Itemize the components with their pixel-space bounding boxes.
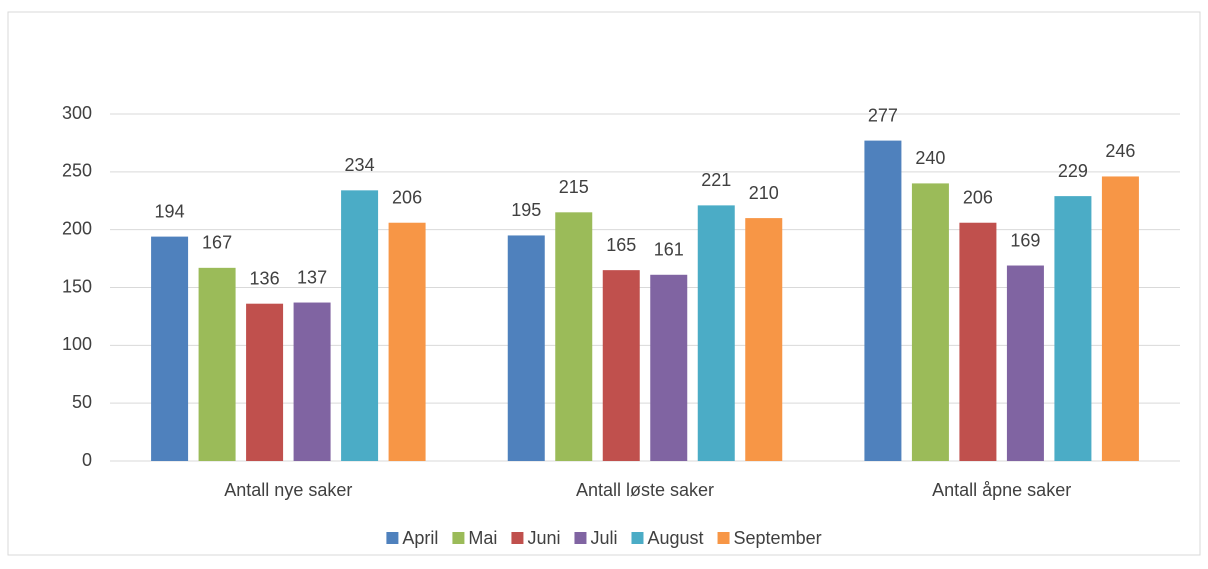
data-label: 194 [155,201,185,221]
data-label: 161 [654,240,684,260]
legend-label: Mai [468,528,497,548]
bar [911,183,949,461]
data-label: 206 [963,187,993,207]
data-label: 210 [749,183,779,203]
data-label: 167 [202,233,232,253]
legend-label: August [647,528,703,548]
x-tick-label: Antall nye saker [224,480,352,500]
y-tick-label: 300 [62,103,92,123]
legend-swatch [717,532,730,544]
bar [293,302,331,461]
bar [959,222,997,461]
y-tick-label: 50 [72,392,92,412]
legend-swatch [452,532,465,544]
legend-label: Juli [590,528,617,548]
bar [555,212,593,461]
y-tick-label: 100 [62,334,92,354]
bar [507,235,545,461]
bar [388,222,426,461]
legend-label: September [734,528,822,548]
data-label: 234 [345,155,375,175]
y-tick-label: 0 [82,450,92,470]
data-label: 277 [868,105,898,125]
bar [650,274,688,461]
bar [745,218,783,461]
legend-label: Juni [527,528,560,548]
data-label: 169 [1010,230,1040,250]
bar [602,270,640,461]
bar [697,205,735,461]
legend-swatch [386,532,399,544]
bar [198,267,236,461]
bar [1006,265,1044,461]
data-label: 136 [250,268,280,288]
legend-label: April [402,528,438,548]
bar [864,140,902,461]
data-label: 229 [1058,161,1088,181]
data-label: 137 [297,267,327,287]
data-label: 215 [559,177,589,197]
x-tick-label: Antall åpne saker [932,480,1071,500]
y-tick-label: 200 [62,218,92,238]
bar [246,303,284,461]
data-label: 240 [915,148,945,168]
bar [151,236,189,461]
y-tick-label: 150 [62,276,92,296]
legend-swatch [511,532,524,544]
data-label: 165 [606,235,636,255]
bar [341,190,379,461]
data-label: 195 [511,200,541,220]
data-label: 221 [701,170,731,190]
data-label: 206 [392,187,422,207]
x-tick-label: Antall løste saker [576,480,714,500]
legend-swatch [574,532,587,544]
bar [1101,176,1139,461]
legend-swatch [631,532,644,544]
bar [1054,196,1092,461]
data-label: 246 [1105,141,1135,161]
y-tick-label: 250 [62,161,92,181]
